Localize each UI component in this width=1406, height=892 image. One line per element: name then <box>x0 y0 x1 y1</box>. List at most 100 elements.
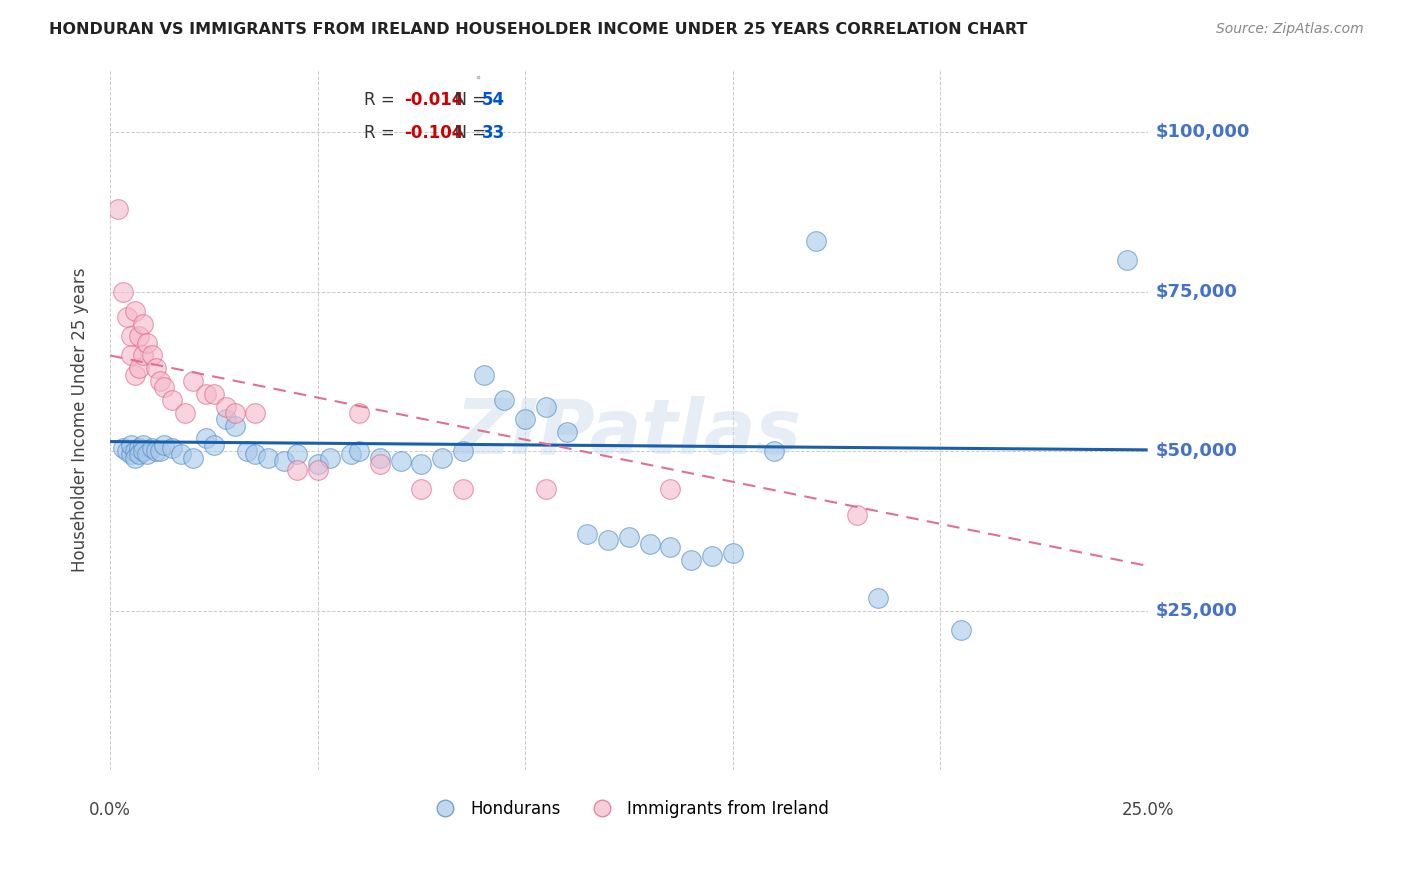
Point <box>245 406 267 420</box>
Point <box>153 438 176 452</box>
Point <box>145 444 167 458</box>
Point <box>638 536 661 550</box>
Text: $25,000: $25,000 <box>1156 601 1237 620</box>
Point <box>136 447 159 461</box>
Point <box>534 400 557 414</box>
Point <box>120 349 142 363</box>
Point <box>411 483 433 497</box>
Point <box>451 444 474 458</box>
Point <box>132 349 155 363</box>
Point <box>132 444 155 458</box>
Point <box>513 412 536 426</box>
Point <box>124 303 146 318</box>
Point <box>617 530 640 544</box>
Text: 25.0%: 25.0% <box>1122 800 1174 819</box>
Point <box>319 450 342 465</box>
Point <box>169 447 191 461</box>
Point <box>804 234 827 248</box>
Text: ZIPatlas: ZIPatlas <box>456 396 801 470</box>
Point <box>659 540 682 554</box>
Text: -0.104: -0.104 <box>404 124 463 142</box>
Point <box>846 508 869 522</box>
Point <box>149 444 172 458</box>
Point <box>285 463 308 477</box>
Point <box>145 361 167 376</box>
Point <box>340 447 363 461</box>
Text: Source: ZipAtlas.com: Source: ZipAtlas.com <box>1216 22 1364 37</box>
Point <box>173 406 195 420</box>
Point <box>368 450 391 465</box>
Point <box>681 552 703 566</box>
Point <box>132 438 155 452</box>
Text: $50,000: $50,000 <box>1156 442 1237 460</box>
Point <box>194 386 217 401</box>
Point <box>245 447 267 461</box>
Text: HONDURAN VS IMMIGRANTS FROM IRELAND HOUSEHOLDER INCOME UNDER 25 YEARS CORRELATIO: HONDURAN VS IMMIGRANTS FROM IRELAND HOUS… <box>49 22 1028 37</box>
Point <box>141 349 163 363</box>
Point <box>763 444 786 458</box>
Point <box>347 444 370 458</box>
Text: 54: 54 <box>481 91 505 109</box>
Point <box>1116 252 1139 267</box>
Point <box>120 447 142 461</box>
Point <box>128 329 150 343</box>
Point <box>111 285 134 299</box>
Point <box>202 386 225 401</box>
Point <box>430 450 453 465</box>
Point <box>120 329 142 343</box>
Point <box>534 483 557 497</box>
Point <box>115 444 138 458</box>
Point <box>273 453 295 467</box>
Point <box>598 533 620 548</box>
Point <box>181 450 204 465</box>
Point <box>128 441 150 455</box>
Text: N =: N = <box>444 124 492 142</box>
Point <box>347 406 370 420</box>
Text: N =: N = <box>444 91 492 109</box>
Point <box>202 438 225 452</box>
Point <box>149 374 172 388</box>
Text: $75,000: $75,000 <box>1156 283 1237 301</box>
Point <box>111 441 134 455</box>
Point <box>494 393 516 408</box>
Point <box>285 447 308 461</box>
Point <box>132 317 155 331</box>
Point <box>128 447 150 461</box>
Point <box>307 457 329 471</box>
Text: -0.014: -0.014 <box>404 91 463 109</box>
Point <box>115 310 138 325</box>
Point <box>866 591 889 605</box>
Point <box>411 457 433 471</box>
Text: 33: 33 <box>481 124 505 142</box>
Point <box>162 393 184 408</box>
Point <box>107 202 129 216</box>
Point <box>256 450 278 465</box>
Point <box>215 400 238 414</box>
Text: R =: R = <box>364 124 401 142</box>
Y-axis label: Householder Income Under 25 years: Householder Income Under 25 years <box>72 267 89 572</box>
Point <box>389 453 412 467</box>
Point <box>659 483 682 497</box>
Point <box>368 457 391 471</box>
Point <box>236 444 259 458</box>
Point <box>124 450 146 465</box>
Point <box>136 335 159 350</box>
Point <box>307 463 329 477</box>
Point <box>451 483 474 497</box>
Point <box>124 368 146 382</box>
Point <box>721 546 744 560</box>
Point <box>162 441 184 455</box>
Point <box>215 412 238 426</box>
Point <box>224 406 246 420</box>
Point <box>141 441 163 455</box>
Point <box>224 418 246 433</box>
Point <box>124 444 146 458</box>
Text: R =: R = <box>364 91 401 109</box>
Point <box>472 368 495 382</box>
Point <box>555 425 578 439</box>
Point <box>700 549 723 564</box>
Legend: Hondurans, Immigrants from Ireland: Hondurans, Immigrants from Ireland <box>422 794 835 825</box>
Point <box>949 623 972 637</box>
Point <box>576 527 599 541</box>
Point <box>181 374 204 388</box>
